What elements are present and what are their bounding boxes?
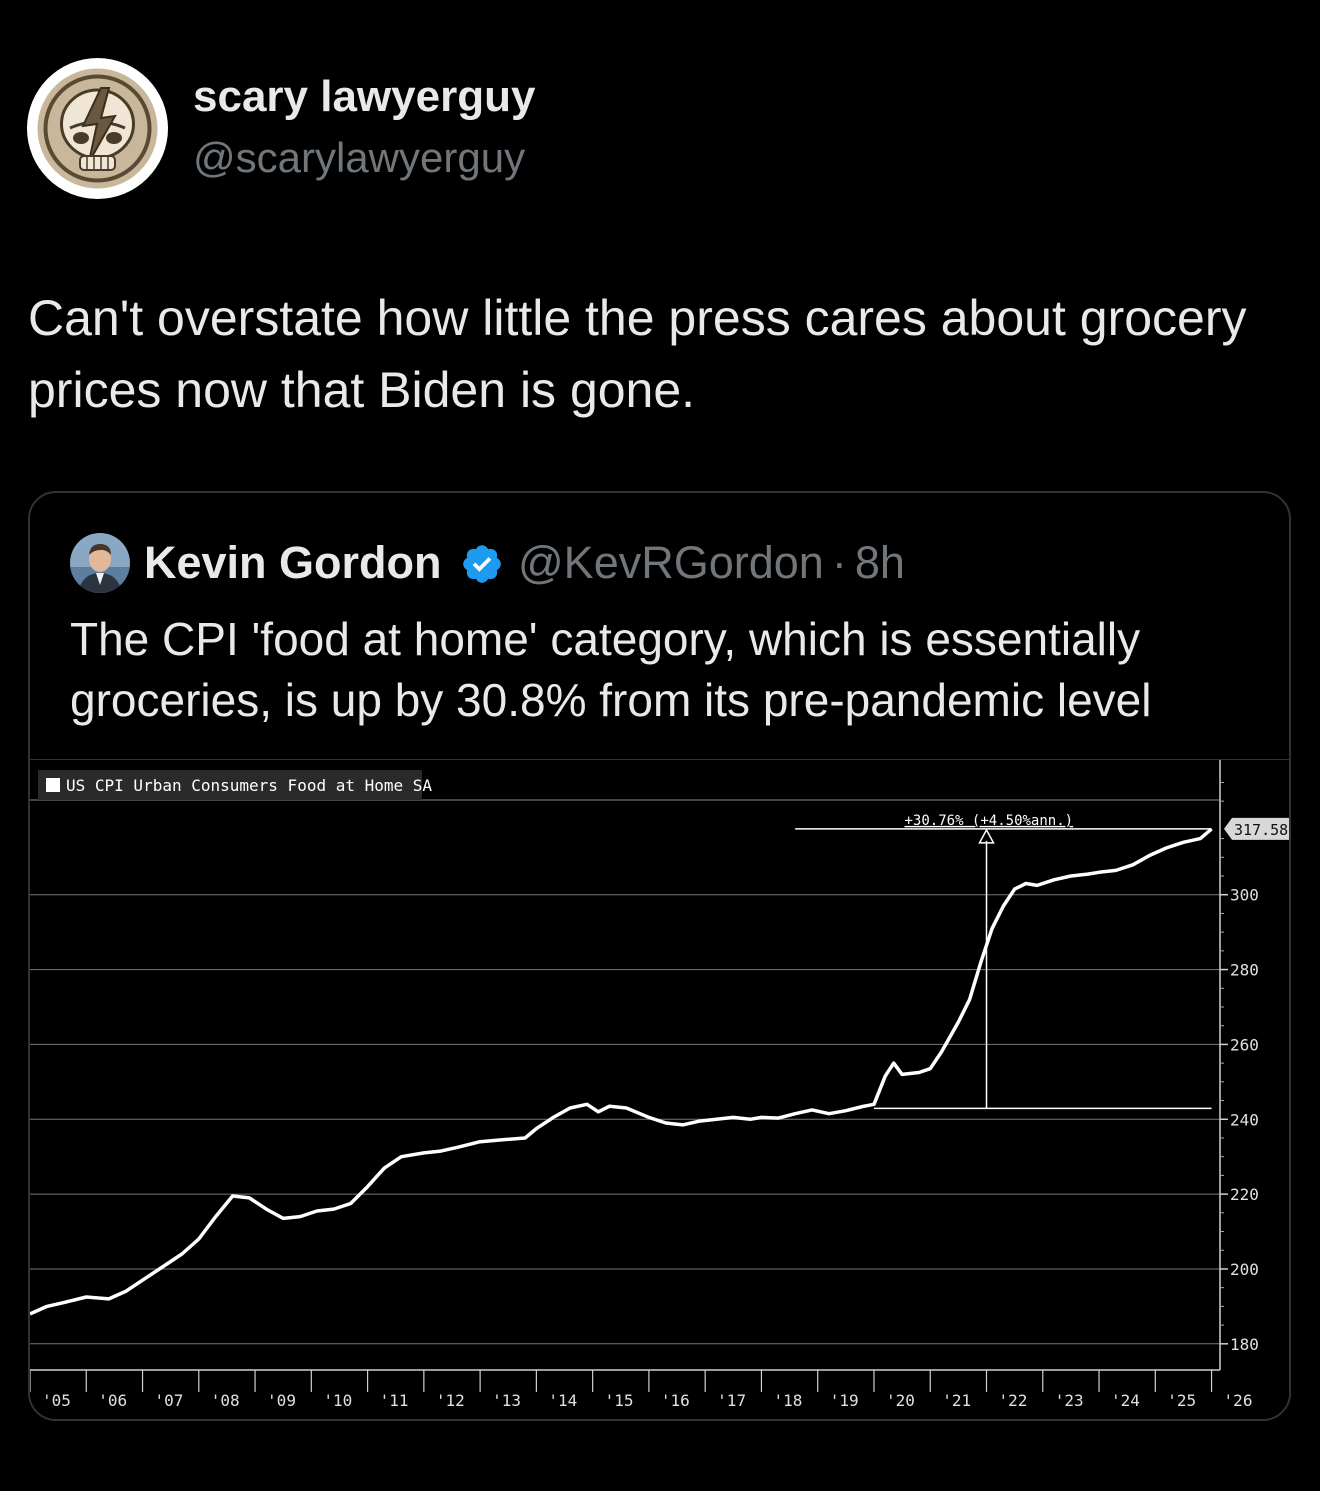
display-name[interactable]: scary lawyerguy <box>193 72 536 121</box>
arrow-head-icon <box>978 828 995 844</box>
legend-box <box>38 770 422 800</box>
x-tick-label-'12: '12 <box>436 1391 465 1410</box>
x-tick-label-'05: '05 <box>42 1391 71 1410</box>
x-tick-label-'18: '18 <box>773 1391 802 1410</box>
x-tick-label-'21: '21 <box>942 1391 971 1410</box>
quoted-handle-line[interactable]: @KevRGordon · 8h <box>518 537 905 589</box>
x-tick-label-'08: '08 <box>211 1391 240 1410</box>
x-tick-label-'22: '22 <box>999 1391 1028 1410</box>
verified-badge-icon <box>463 545 501 583</box>
person-photo-icon <box>70 533 130 593</box>
y-tick-label-200: 200 <box>1230 1260 1259 1279</box>
legend-label: US CPI Urban Consumers Food at Home SA <box>66 776 432 795</box>
cpi-line-chart: 300 280 260 240 220 200 180 '05 '06 '07 '08 '09 '10… <box>30 760 1291 1410</box>
cpi-chart[interactable]: 300 280 260 240 220 200 180 '05 '06 '07 '08 '09 '10… <box>30 759 1291 1419</box>
quoted-display-name[interactable]: Kevin Gordon <box>144 537 442 588</box>
series-line-food-at-home <box>30 827 1213 1316</box>
change-annotation: +30.76% (+4.50%ann.) <box>905 813 1074 829</box>
last-value-label: 317.589 <box>1234 821 1291 839</box>
quoted-timestamp[interactable]: 8h <box>854 537 905 588</box>
x-tick-label-'25: '25 <box>1167 1391 1196 1410</box>
y-tick-label-220: 220 <box>1230 1185 1259 1204</box>
x-tick-label-'11: '11 <box>380 1391 409 1410</box>
x-tick-label-'20: '20 <box>886 1391 915 1410</box>
x-tick-label-'17: '17 <box>717 1391 746 1410</box>
quoted-avatar[interactable] <box>70 533 130 593</box>
x-tick-label-'24: '24 <box>1111 1391 1140 1410</box>
y-tick-label-240: 240 <box>1230 1110 1259 1129</box>
x-tick-label-'23: '23 <box>1055 1391 1084 1410</box>
quoted-tweet-text: The CPI 'food at home' category, which i… <box>70 613 1152 726</box>
tweet-text: Can't overstate how little the press car… <box>28 290 1247 418</box>
quoted-tweet-card[interactable]: Kevin Gordon @KevRGordon · 8h The CPI 'foo… <box>28 491 1291 1421</box>
y-tick-label-180: 180 <box>1230 1335 1259 1354</box>
last-value-box <box>1224 817 1289 840</box>
separator-dot: · <box>831 537 847 588</box>
x-tick-label-'16: '16 <box>661 1391 690 1410</box>
user-handle[interactable]: @scarylawyerguy <box>193 134 526 181</box>
y-tick-label-260: 260 <box>1230 1035 1259 1054</box>
y-tick-label-300: 300 <box>1230 886 1259 905</box>
avatar[interactable] <box>27 58 168 199</box>
x-tick-label-'15: '15 <box>605 1391 634 1410</box>
legend-swatch <box>46 778 60 792</box>
x-tick-label-'26: '26 <box>1224 1391 1253 1410</box>
y-tick-label-280: 280 <box>1230 961 1259 980</box>
x-tick-label-'14: '14 <box>548 1391 577 1410</box>
x-tick-label-'19: '19 <box>830 1391 859 1410</box>
x-tick-label-'13: '13 <box>492 1391 521 1410</box>
x-tick-label-'06: '06 <box>98 1391 127 1410</box>
x-tick-label-'10: '10 <box>323 1391 352 1410</box>
x-tick-label-'09: '09 <box>267 1391 296 1410</box>
steal-your-face-skull-icon <box>37 68 158 189</box>
quoted-handle[interactable]: @KevRGordon <box>518 537 824 588</box>
x-tick-label-'07: '07 <box>155 1391 184 1410</box>
